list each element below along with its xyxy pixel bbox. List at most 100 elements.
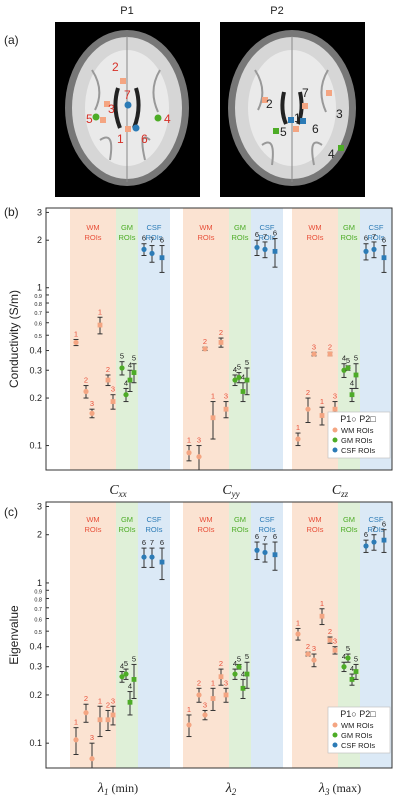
data-point <box>311 657 317 663</box>
data-point <box>305 406 311 412</box>
roi-marker <box>288 117 294 123</box>
roi-band <box>338 502 360 768</box>
point-label: 6 <box>160 236 164 245</box>
data-point <box>254 244 260 251</box>
point-label: 6 <box>273 229 277 238</box>
legend-marker <box>332 427 338 433</box>
image-title-p2: P2 <box>270 5 283 17</box>
data-point <box>381 537 387 543</box>
point-label: 6 <box>273 532 277 541</box>
band-label: ROIs <box>367 233 384 242</box>
roi-marker <box>125 126 131 132</box>
y-tick-label: 0.3 <box>29 662 42 672</box>
roi-marker <box>262 97 268 103</box>
point-label: 1 <box>74 329 78 338</box>
band-label: ROIs <box>231 525 248 534</box>
band-label: ROIs <box>145 525 162 534</box>
point-label: 3 <box>312 342 316 351</box>
band-label: ROIs <box>84 233 101 242</box>
point-label: 3 <box>333 392 337 401</box>
band-label: ROIs <box>258 525 275 534</box>
point-label: 2 <box>219 328 223 337</box>
point-label: 3 <box>90 399 94 408</box>
point-label: 6 <box>255 532 259 541</box>
point-label: 6 <box>382 520 386 529</box>
point-label: 7 <box>150 236 154 245</box>
roi-label: 4 <box>328 147 335 161</box>
point-label: 3 <box>111 696 115 705</box>
roi-marker <box>104 101 110 107</box>
data-point <box>141 554 147 560</box>
y-tick-label: 1 <box>37 578 42 588</box>
data-point <box>223 406 229 412</box>
y-tick-label: 1 <box>37 283 42 293</box>
y-tick-label: 0.8 <box>34 302 42 308</box>
data-point <box>341 664 347 670</box>
data-point <box>332 647 338 653</box>
data-point <box>341 367 347 373</box>
point-label: 6 <box>255 230 259 239</box>
band-label: ROIs <box>145 233 162 242</box>
roi-label: 7 <box>124 88 131 102</box>
legend-shape-label: P1○ P2□ <box>340 709 376 719</box>
data-point <box>127 699 133 705</box>
legend-marker <box>332 742 338 748</box>
roi-marker <box>92 113 100 121</box>
point-label: 5 <box>245 652 249 661</box>
band-label: ROIs <box>306 525 323 534</box>
y-tick-label: 0.8 <box>34 597 42 603</box>
panel-label: (b) <box>4 205 19 219</box>
band-label: ROIs <box>367 525 384 534</box>
data-point <box>381 255 387 261</box>
panel-label: (c) <box>4 505 18 519</box>
roi-marker <box>154 114 162 122</box>
data-point <box>272 552 278 558</box>
band-label: ROIs <box>306 233 323 242</box>
roi-marker <box>120 78 126 84</box>
data-point <box>349 677 355 682</box>
charts: (b)WMROIsGMROIsCSFROIsWMROIsGMROIsCSFROI… <box>4 205 393 797</box>
image-title-p1: P1 <box>120 5 133 17</box>
data-point <box>123 392 129 398</box>
data-point <box>345 655 351 661</box>
point-label: 5 <box>124 659 128 668</box>
y-tick-label: 0.2 <box>29 393 42 403</box>
point-label: 2 <box>306 388 310 397</box>
data-point <box>196 692 202 698</box>
roi-band <box>229 208 251 470</box>
group-label: Cxx <box>109 483 126 499</box>
data-point <box>363 248 369 254</box>
roi-label: 6 <box>141 132 148 146</box>
data-point <box>353 669 359 674</box>
band-label: GM <box>343 223 355 232</box>
point-label: 6 <box>142 538 146 547</box>
band-label: WM <box>86 223 99 232</box>
roi-marker <box>273 128 279 134</box>
data-point <box>236 374 242 381</box>
band-label: CSF <box>260 515 275 524</box>
band-label: ROIs <box>258 233 275 242</box>
data-point <box>89 756 95 762</box>
point-label: 4 <box>342 652 346 661</box>
data-point <box>262 549 268 556</box>
y-tick-label: 0.6 <box>34 617 42 623</box>
point-label: 4 <box>350 378 354 387</box>
point-label: 4 <box>241 373 245 382</box>
data-point <box>240 685 246 691</box>
data-point <box>353 372 359 378</box>
data-point <box>218 674 224 680</box>
data-point <box>244 377 250 383</box>
data-point <box>119 365 125 371</box>
group-label: λ1 (min) <box>97 781 138 797</box>
data-point <box>244 671 250 677</box>
data-point <box>73 339 79 346</box>
roi-band <box>116 208 138 470</box>
point-label: 4 <box>124 378 128 387</box>
point-label: 2 <box>328 627 332 636</box>
point-label: 3 <box>224 392 228 401</box>
data-point <box>141 246 147 252</box>
data-point <box>236 664 242 670</box>
data-point <box>327 637 333 643</box>
roi-marker <box>338 145 344 151</box>
